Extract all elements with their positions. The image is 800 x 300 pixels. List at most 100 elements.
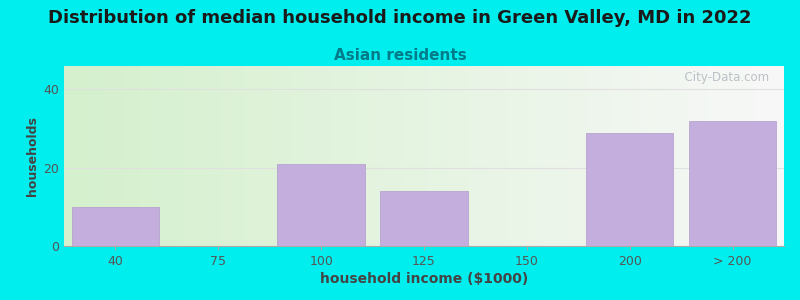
Bar (172, 66, 176, 246)
Bar (446, 66, 449, 246)
Bar (554, 66, 557, 246)
Bar (78, 66, 82, 246)
Bar (319, 66, 323, 246)
Bar (240, 66, 244, 246)
Bar (197, 66, 201, 246)
Bar (381, 66, 384, 246)
Bar (237, 66, 240, 246)
Bar (683, 66, 686, 246)
Bar (104, 66, 107, 246)
Bar (306, 66, 309, 246)
Bar (709, 66, 712, 246)
Bar (417, 66, 420, 246)
Bar (211, 66, 215, 246)
Bar (218, 66, 222, 246)
Bar (345, 66, 349, 246)
Bar (377, 66, 381, 246)
Bar (489, 66, 492, 246)
Bar (669, 66, 672, 246)
Bar (463, 66, 467, 246)
Bar (421, 66, 424, 246)
Bar (341, 66, 345, 246)
Bar (330, 66, 334, 246)
Bar (143, 66, 146, 246)
Bar (456, 66, 460, 246)
Bar (277, 66, 280, 246)
Bar (565, 66, 568, 246)
Bar (608, 66, 611, 246)
Bar (507, 66, 510, 246)
Bar (290, 66, 294, 246)
Bar (690, 66, 694, 246)
Bar (561, 66, 565, 246)
Bar (755, 66, 758, 246)
Bar (136, 66, 139, 246)
Bar (312, 66, 316, 246)
Bar (618, 66, 622, 246)
Bar (234, 66, 237, 246)
Bar (676, 66, 680, 246)
Bar (478, 66, 482, 246)
Bar (449, 66, 453, 246)
Bar (349, 66, 352, 246)
Bar (380, 191, 468, 246)
Bar (262, 66, 266, 246)
Bar (384, 66, 388, 246)
Bar (168, 66, 172, 246)
Bar (550, 66, 554, 246)
Bar (773, 66, 777, 246)
Bar (254, 66, 258, 246)
Bar (442, 66, 446, 246)
Bar (74, 66, 78, 246)
Bar (100, 66, 104, 246)
X-axis label: household income ($1000): household income ($1000) (320, 272, 528, 286)
Bar (298, 66, 302, 246)
Bar (578, 66, 582, 246)
Bar (201, 66, 204, 246)
Bar (629, 66, 633, 246)
Bar (388, 66, 392, 246)
Bar (518, 66, 522, 246)
Bar (535, 66, 539, 246)
Bar (522, 66, 525, 246)
Bar (366, 66, 370, 246)
Bar (726, 66, 730, 246)
Bar (247, 66, 251, 246)
Bar (723, 66, 726, 246)
Y-axis label: households: households (26, 116, 39, 196)
Bar (626, 66, 629, 246)
Bar (643, 66, 647, 246)
Bar (528, 66, 532, 246)
Bar (492, 66, 496, 246)
Bar (165, 66, 168, 246)
Bar (571, 66, 575, 246)
Bar (222, 66, 226, 246)
Bar (355, 66, 359, 246)
Bar (781, 66, 784, 246)
Bar (302, 66, 306, 246)
Bar (622, 66, 626, 246)
Bar (748, 66, 751, 246)
Bar (435, 66, 438, 246)
Bar (686, 66, 690, 246)
Bar (715, 66, 719, 246)
Bar (139, 66, 143, 246)
Bar (460, 66, 464, 246)
Bar (230, 66, 234, 246)
Bar (370, 66, 374, 246)
Bar (438, 66, 442, 246)
Bar (647, 66, 651, 246)
Bar (398, 66, 402, 246)
Bar (146, 66, 150, 246)
Bar (651, 66, 654, 246)
Bar (770, 66, 773, 246)
Bar (633, 66, 637, 246)
Bar (604, 66, 608, 246)
Bar (428, 66, 431, 246)
Bar (611, 66, 614, 246)
Bar (150, 66, 154, 246)
Bar (503, 66, 507, 246)
Bar (413, 66, 417, 246)
Bar (680, 66, 683, 246)
Bar (86, 66, 90, 246)
